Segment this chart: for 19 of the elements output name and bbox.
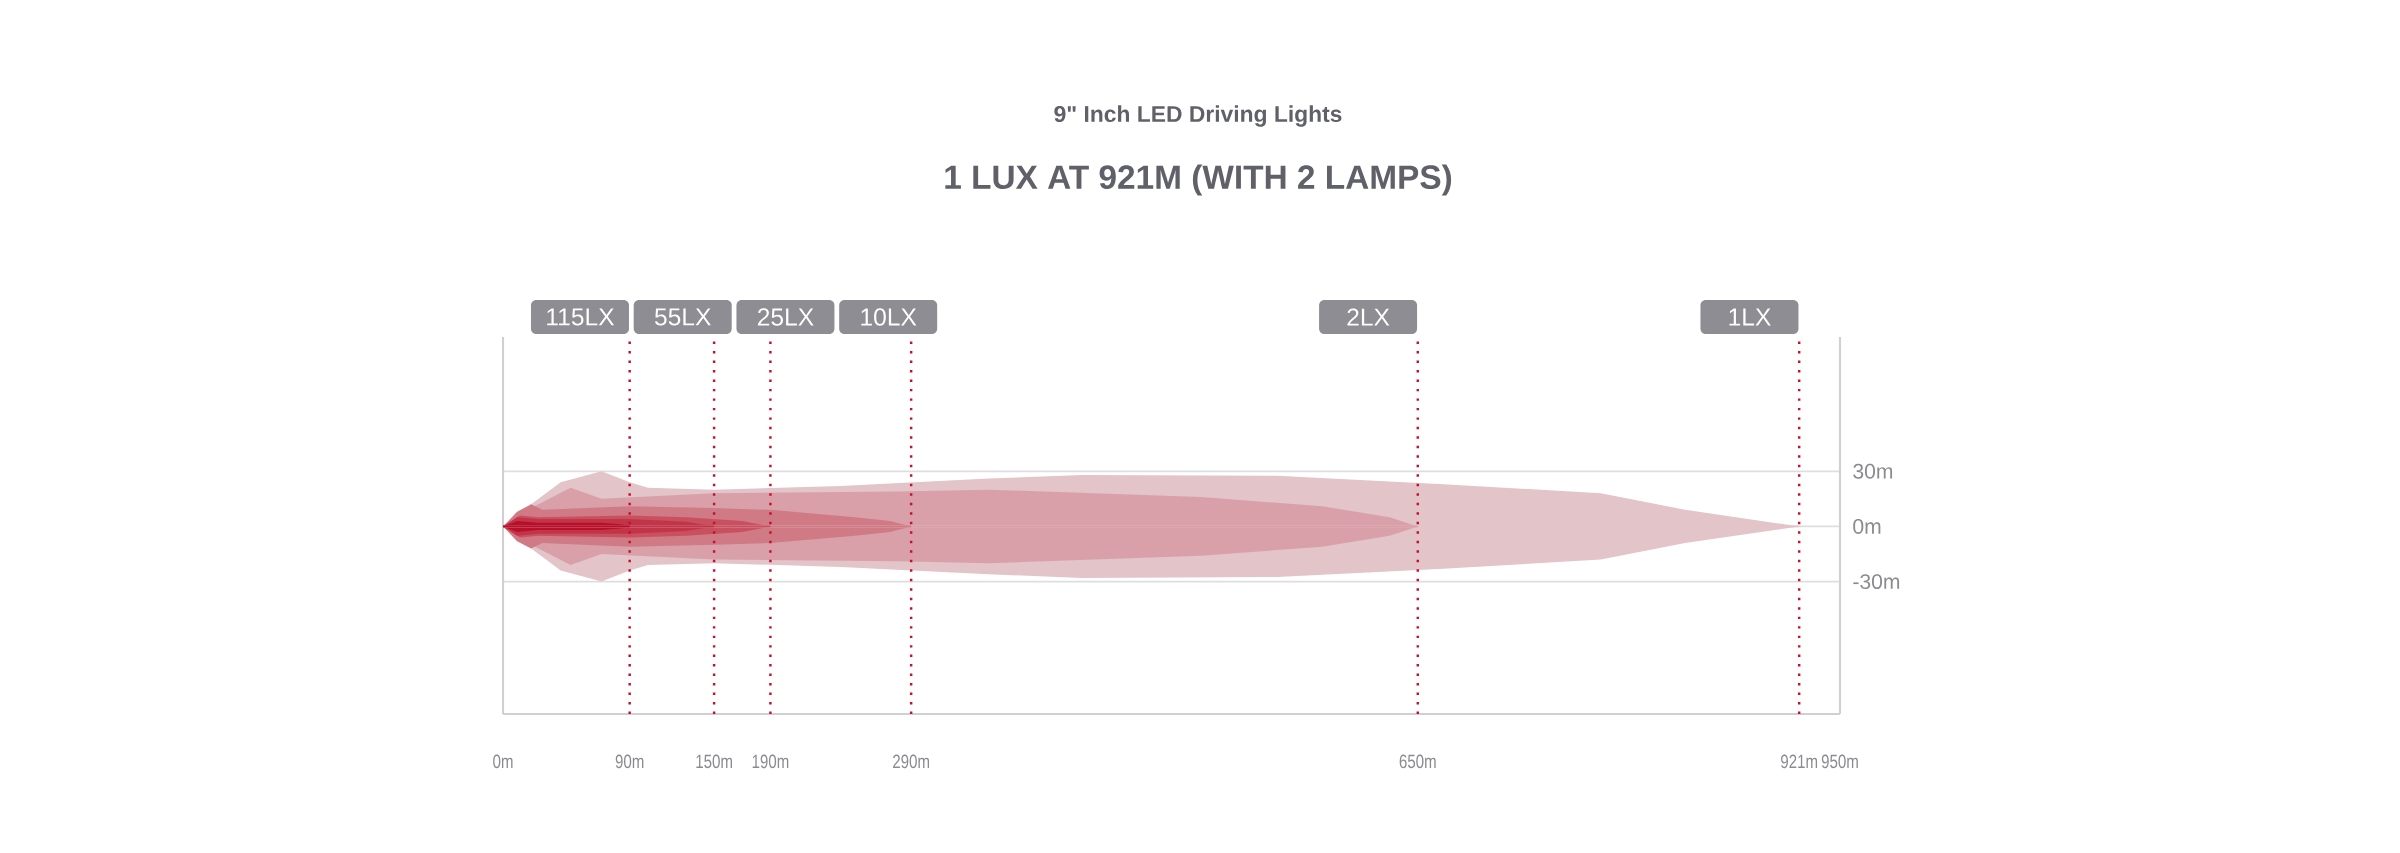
x-tick-label: 150m bbox=[696, 754, 732, 769]
y-tick-label: 30m bbox=[1853, 463, 1893, 479]
y-tick-label: -30m bbox=[1853, 574, 1900, 590]
x-tick-label: 190m bbox=[752, 754, 789, 769]
ref-line-label: 25LX bbox=[757, 308, 814, 326]
ref-line-label: 1LX bbox=[1729, 308, 1771, 326]
x-tick-label: 650m bbox=[1399, 754, 1436, 769]
chart-title: 9" Inch LED Driving Lights bbox=[1054, 105, 1342, 127]
x-tick-label: 90m bbox=[615, 754, 644, 769]
ref-line-label: 115LX bbox=[547, 308, 615, 326]
chart-subtitle: 1 LUX AT 921M (WITH 2 LAMPS) bbox=[945, 164, 1452, 196]
ref-line-label: 10LX bbox=[861, 308, 917, 326]
ref-line-label: 2LX bbox=[1347, 308, 1390, 326]
y-tick-label: 0m bbox=[1853, 518, 1881, 534]
x-tick-label: 921m bbox=[1781, 754, 1818, 769]
x-tick-label: 950m bbox=[1821, 754, 1858, 769]
x-tick-label: 290m bbox=[893, 754, 930, 769]
ref-line-label: 55LX bbox=[654, 308, 711, 326]
x-tick-label: 0m bbox=[493, 754, 513, 769]
